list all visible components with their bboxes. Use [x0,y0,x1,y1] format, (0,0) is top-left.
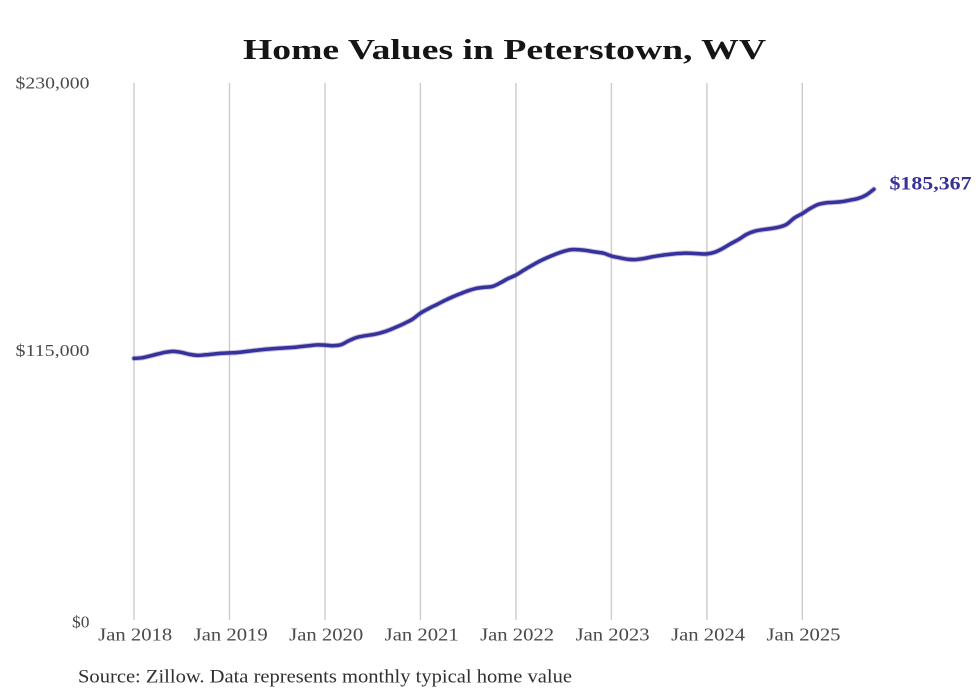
svg-text:Home Values in Peterstown, WV: Home Values in Peterstown, WV [243,34,766,66]
svg-text:Jan 2022: Jan 2022 [480,624,554,644]
svg-text:$185,367: $185,367 [890,173,973,194]
svg-text:Jan 2024: Jan 2024 [671,624,745,644]
svg-text:Source: Zillow. Data represent: Source: Zillow. Data represents monthly … [78,667,572,688]
svg-text:$115,000: $115,000 [16,341,90,360]
svg-text:Jan 2018: Jan 2018 [98,624,172,644]
svg-text:$230,000: $230,000 [16,74,90,93]
svg-text:$0: $0 [72,613,90,632]
svg-text:Jan 2023: Jan 2023 [576,624,650,644]
svg-text:Jan 2025: Jan 2025 [767,624,841,644]
svg-text:Jan 2019: Jan 2019 [194,624,268,644]
svg-text:Jan 2021: Jan 2021 [385,624,459,644]
svg-text:Jan 2020: Jan 2020 [289,624,363,644]
